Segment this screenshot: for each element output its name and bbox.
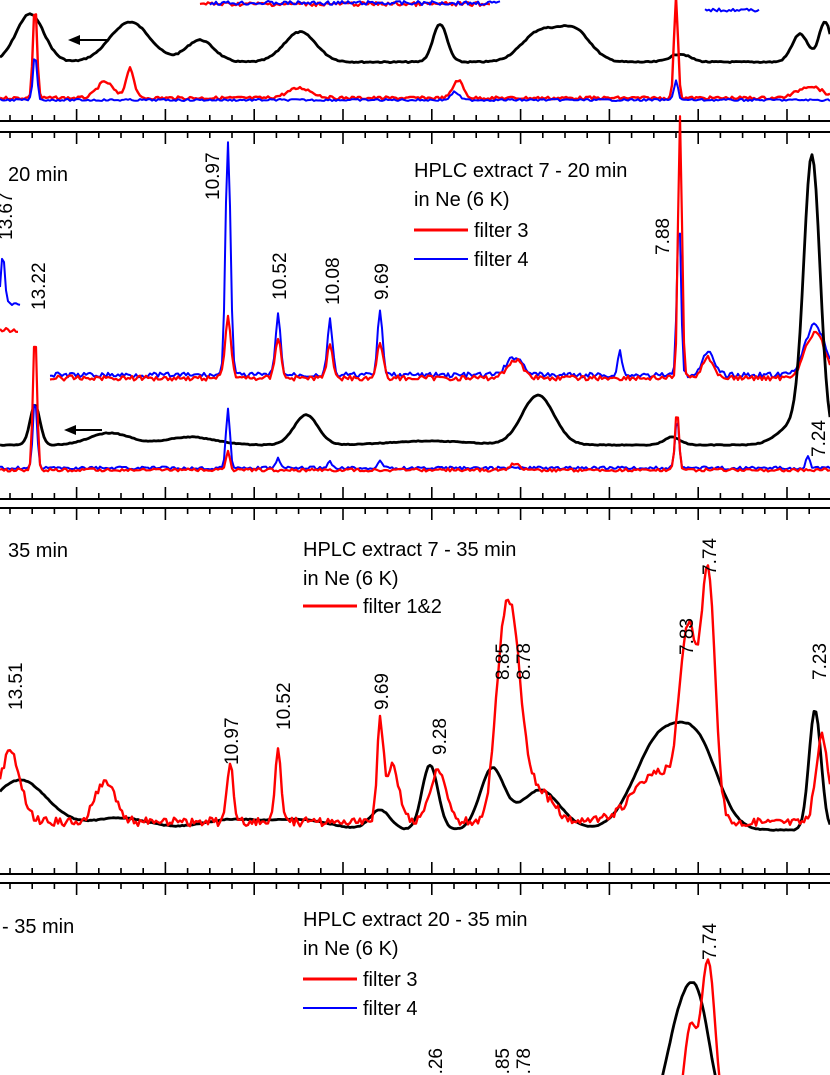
panel3-partial-title: 35 min xyxy=(8,540,68,562)
panel2-peak-label: 10.52 xyxy=(270,252,291,300)
panel4-trace-black xyxy=(661,981,717,1075)
panel3-peak-label: 13.51 xyxy=(6,662,27,710)
panel2-peak-label: 10.08 xyxy=(323,257,344,305)
panel4-trace-red xyxy=(681,958,721,1075)
panel4-peak-label: 8.85 xyxy=(493,1048,514,1075)
panel-frames xyxy=(0,109,830,895)
panel2-lower-blue xyxy=(0,403,830,471)
panel3-legend-title-2: in Ne (6 K) xyxy=(303,568,399,590)
panel1-trace-black xyxy=(0,12,830,64)
panel4-peak-label: 7.74 xyxy=(700,923,721,960)
panel2-peak-label: 7.88 xyxy=(653,218,674,255)
panel3-peak-label: 8.85 xyxy=(493,643,514,680)
panel2-legend-title-2: in Ne (6 K) xyxy=(414,189,510,211)
panel3-peak-label: 9.28 xyxy=(430,718,451,755)
panel1-trace-red xyxy=(0,0,830,101)
panel2-left-red xyxy=(0,327,19,334)
panel3-trace-red xyxy=(0,564,830,828)
panel3-peak-label: 10.52 xyxy=(274,682,295,730)
panel4-peak-label: 8.78 xyxy=(514,1048,535,1075)
panel4-legend-title-2: in Ne (6 K) xyxy=(303,938,399,960)
panel3-legend-title-1: HPLC extract 7 - 35 min xyxy=(303,539,516,561)
panel2-legend-title-1: HPLC extract 7 - 20 min xyxy=(414,160,627,182)
panel2-trace-black xyxy=(0,153,830,447)
panel2-upper-red xyxy=(49,115,830,382)
panel1-arrow-left-head xyxy=(68,35,80,45)
panel1-upper-blue-b xyxy=(704,7,760,13)
panel3-peak-label: 9.69 xyxy=(372,673,393,710)
panel3-peak-label: 7.23 xyxy=(810,643,830,680)
panel2-partial-title: 20 min xyxy=(8,164,68,186)
panel2-left-blue xyxy=(0,257,21,306)
panel1-upper-blue xyxy=(209,0,501,6)
panel2-legend-label-red: filter 3 xyxy=(474,220,528,242)
panel4-peak-label: 9.26 xyxy=(426,1048,447,1075)
panel1-trace-blue xyxy=(0,58,830,102)
panel3-peak-label: 7.83 xyxy=(677,618,698,655)
panel2-peak-label: 9.69 xyxy=(372,263,393,300)
panel4-legend-label-blue: filter 4 xyxy=(363,998,417,1020)
panel4-partial-title: - 35 min xyxy=(2,916,74,938)
panel3-peak-label: 10.97 xyxy=(222,717,243,765)
panel2-lower-red xyxy=(0,345,830,473)
panel4-legend-label-red: filter 3 xyxy=(363,969,417,991)
panel3-legend-label-red: filter 1&2 xyxy=(363,596,442,618)
panel3-peak-label: 7.74 xyxy=(700,538,721,575)
panel2-legend-label-blue: filter 4 xyxy=(474,249,528,271)
panel3-peak-label: 8.78 xyxy=(514,643,535,680)
panel3-trace-black xyxy=(0,710,830,832)
arrow-annotations xyxy=(64,35,108,435)
panel2-peak-label: 7.24 xyxy=(809,420,830,457)
panel4-legend-title-1: HPLC extract 20 - 35 min xyxy=(303,909,528,931)
panel2-peak-label: 13.22 xyxy=(29,262,50,310)
panel2-peak-label: 13.67 xyxy=(0,192,17,240)
panel2-arrow-left-head xyxy=(64,425,76,435)
peak-labels: 13.67 13.22 10.97 10.52 10.08 9.69 7.88 7.24 13.… xyxy=(0,152,830,1075)
panel2-peak-label: 10.97 xyxy=(203,152,224,200)
